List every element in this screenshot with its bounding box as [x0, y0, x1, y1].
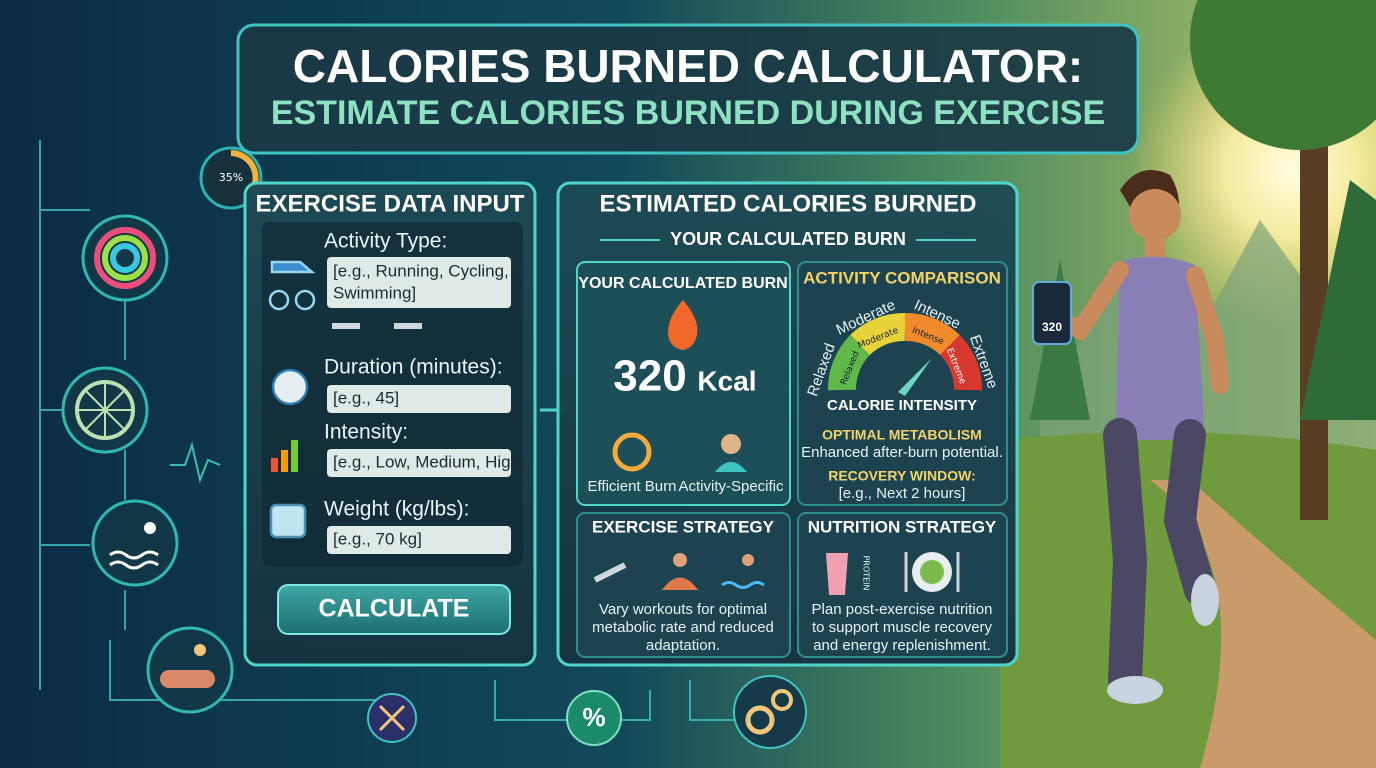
calculate-button[interactable] [277, 584, 511, 635]
gauge-needle [898, 358, 932, 396]
left-decoration [39, 140, 760, 721]
subtitle: ESTIMATE CALORIES BURNED DURING EXERCISE [271, 94, 1105, 132]
card-title: YOUR CALCULATED BURN [578, 275, 787, 292]
placeholder: [e.g., 45] [333, 388, 399, 407]
shaker-label: PROTEIN [862, 556, 871, 591]
title: CALORIES BURNED CALCULATOR: [293, 40, 1084, 92]
gauge [828, 313, 982, 391]
field-label: Intensity: [324, 421, 408, 444]
card-text: and energy replenishment. [813, 637, 991, 654]
runner: 320 [1032, 170, 1229, 704]
percent-icon: % [566, 690, 622, 746]
recovery-text: [e.g., Next 2 hours] [839, 485, 966, 502]
swimming-icon [91, 499, 179, 587]
phone-readout: 320 [1042, 320, 1062, 334]
nutrition-icons [826, 552, 960, 595]
person-icon [715, 462, 747, 472]
percent-text: % [582, 702, 605, 732]
card-text: Plan post-exercise nutrition [812, 601, 993, 618]
badge-label: Efficient Burn [588, 478, 677, 495]
comparison-card [797, 261, 1008, 506]
card-text: adaptation. [646, 637, 720, 654]
nutrition-card [797, 512, 1008, 658]
input-field[interactable] [327, 449, 511, 477]
placeholder: Swimming] [333, 283, 416, 302]
input-field[interactable] [327, 385, 511, 413]
dna-icon [367, 693, 417, 743]
button-label: CALCULATE [319, 595, 470, 623]
cycling-icon [61, 366, 149, 454]
panel-heading: EXERCISE DATA INPUT [256, 190, 525, 217]
card-text: Vary workouts for optimal [599, 601, 767, 618]
gauge-title: CALORIE INTENSITY [827, 397, 977, 414]
card-text: metabolic rate and reduced [592, 619, 774, 636]
placeholder: [e.g., Low, Medium, High] [333, 452, 525, 471]
person-icon [721, 434, 741, 454]
gear-icon [612, 432, 652, 472]
card-title: NUTRITION STRATEGY [808, 517, 997, 536]
badge-label: Activity-Specific [678, 478, 784, 495]
flame-icon [667, 300, 698, 350]
title-box [236, 23, 1140, 155]
field-label: Weight (kg/lbs): [324, 498, 470, 521]
metabolism-text: Enhanced after-burn potential. [801, 444, 1003, 461]
placeholder: [e.g., Running, Cycling, [333, 261, 509, 280]
gears-icon [733, 675, 807, 749]
exercise-icons [593, 553, 765, 590]
activity-rings-icon [81, 214, 169, 302]
card-text: to support muscle recovery [812, 619, 993, 636]
yoga-icon [146, 626, 234, 714]
input-field[interactable] [327, 526, 511, 554]
subheading: YOUR CALCULATED BURN [670, 229, 906, 249]
placeholder: [e.g., 70 kg] [333, 529, 422, 548]
burn-unit: Kcal [697, 365, 756, 396]
pine [1300, 180, 1376, 420]
card-title: EXERCISE STRATEGY [592, 517, 775, 536]
input-field[interactable] [327, 257, 511, 308]
burn-value: 320 [613, 352, 686, 401]
field-label: Duration (minutes): [324, 356, 503, 379]
badge-text: 35% [219, 171, 243, 184]
tree-crown [1190, 0, 1376, 150]
card-title: ACTIVITY COMPARISON [803, 268, 1001, 287]
recovery-title: RECOVERY WINDOW: [828, 468, 976, 484]
field-label: Activity Type: [324, 230, 447, 253]
metabolism-title: OPTIMAL METABOLISM [822, 427, 982, 443]
field-icons [268, 260, 422, 539]
panel-heading: ESTIMATED CALORIES BURNED [600, 190, 977, 217]
trail [1150, 480, 1376, 768]
